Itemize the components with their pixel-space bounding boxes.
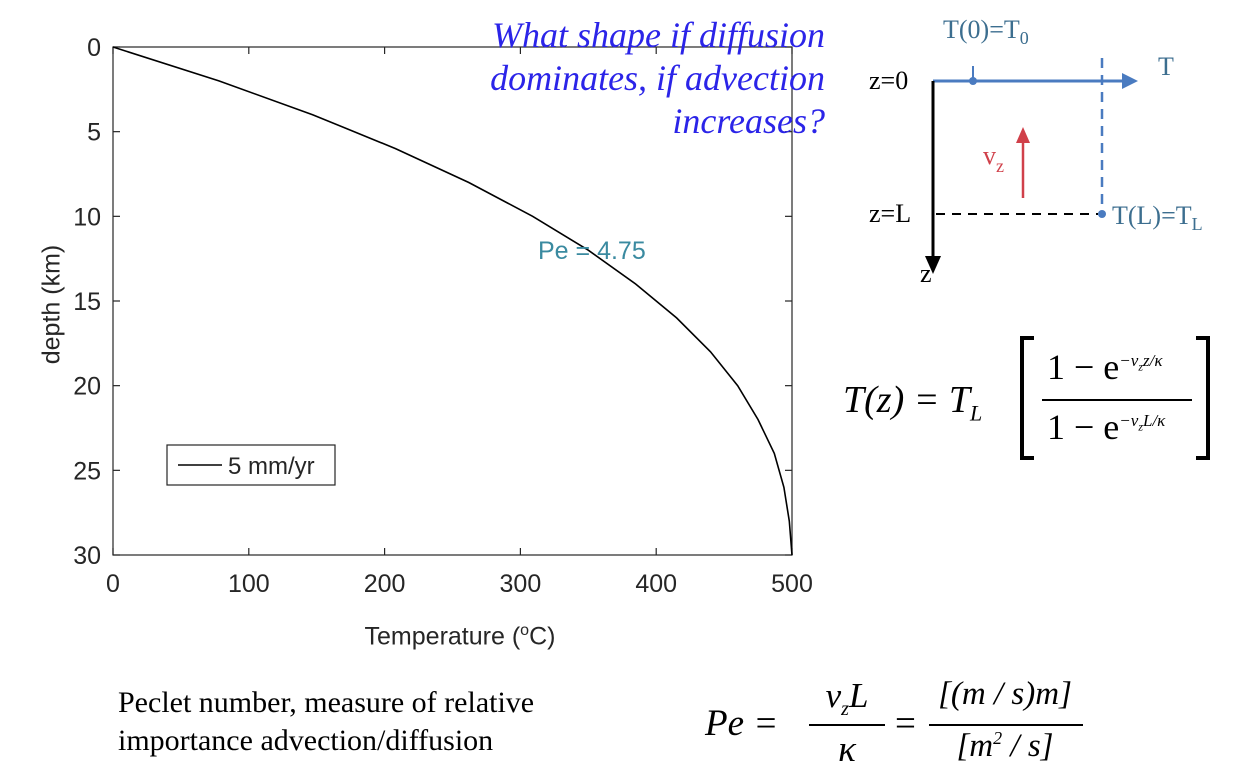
x-axis-label: Temperature (oC)	[330, 622, 590, 651]
x-axis-label-text: Temperature (	[364, 622, 521, 651]
x-tick-label: 200	[364, 570, 406, 598]
tl-label-main: T(L)=T	[1112, 201, 1192, 230]
y-tick-label: 0	[87, 34, 101, 62]
eq-num-exp-sub: z	[1138, 359, 1143, 374]
pe-frac2-num: [(m / s)m]	[938, 676, 1072, 712]
y-tick-label: 30	[73, 542, 101, 570]
x-tick-label: 0	[106, 570, 120, 598]
pe-frac2-bar	[929, 724, 1083, 726]
pe-frac1-num-v: v	[825, 676, 842, 715]
pe-frac1-num-sub: z	[841, 698, 849, 720]
eq-den-exp-tail: L/κ	[1142, 411, 1166, 430]
question-line-1: What shape if diffusion	[492, 15, 825, 55]
eq-brackets	[1020, 336, 1210, 460]
y-axis-label-text: depth (km)	[37, 244, 66, 365]
eq-den-exp-sub: z	[1138, 419, 1143, 434]
peclet-description-line-1: Peclet number, measure of relative	[118, 686, 535, 719]
question-text: What shape if diffusion dominates, if ad…	[405, 14, 825, 143]
plot-area: 0 100 200 300 400 500 0 5 10 15 20 25 30	[73, 34, 813, 598]
right-bracket	[1196, 336, 1210, 460]
left-bracket	[1020, 336, 1034, 460]
y-tick-label: 15	[73, 288, 101, 316]
eq-lhs-sub: L	[970, 400, 983, 426]
vz-label-sub: z	[996, 156, 1004, 176]
y-tick-label: 25	[73, 457, 101, 485]
temperature-equation: T(z) = TL 1 − e−vzz/κ 1 − e−vzL/κ	[843, 336, 1218, 462]
t-axis-label: T	[1158, 52, 1174, 81]
y-tick-label: 20	[73, 373, 101, 401]
pe-frac2-den-sup: 2	[993, 728, 1003, 748]
eq-num-text: 1 − e	[1047, 347, 1120, 387]
pe-annotation: Pe = 4.75	[538, 237, 646, 265]
eq-lhs: T(z) = TL	[843, 378, 982, 427]
t0-label-sub: 0	[1020, 28, 1029, 48]
temperature-depth-chart: 0 100 200 300 400 500 0 5 10 15 20 25 30 5 mm/yr Pe…	[73, 34, 813, 598]
pe-frac1-den: κ	[838, 729, 856, 770]
x-tick-label: 300	[500, 570, 542, 598]
eq-den-text: 1 − e	[1047, 407, 1120, 447]
pe-frac2-den: [m2 / s]	[925, 728, 1085, 765]
eq-den-exp: −vzL/κ	[1119, 411, 1166, 434]
pe-frac2-den-a: [m	[956, 728, 994, 764]
z-axis-arrowhead	[925, 256, 941, 274]
t0-label: T(0)=T0	[943, 15, 1029, 48]
eq-num-exp: −vzz/κ	[1119, 351, 1163, 374]
series-line-5mm	[112, 46, 793, 556]
x-tick-label: 400	[635, 570, 677, 598]
legend: 5 mm/yr	[166, 444, 336, 486]
t0-label-main: T(0)=T	[943, 15, 1020, 44]
question-line-2: dominates, if advection	[490, 58, 825, 98]
boundary-diagram: T(0)=T0 T z=0 z=L z vz T(L)=TL	[869, 15, 1203, 288]
eq-den-exp-a: −v	[1119, 411, 1139, 430]
eq-numerator: 1 − e−vzz/κ	[1047, 346, 1162, 388]
x-tick-label: 100	[228, 570, 270, 598]
x-axis-label-unit: C)	[529, 622, 556, 651]
tl-dot	[1098, 210, 1106, 218]
zl-label: z=L	[869, 199, 911, 228]
eq-num-exp-a: −v	[1119, 351, 1139, 370]
z-axis-label: z	[920, 259, 932, 288]
pe-frac2-den-b: / s]	[1002, 728, 1054, 764]
vz-label: vz	[983, 141, 1004, 176]
peclet-equation: Pe = vzL κ = [(m / s)m] [m2 / s]	[705, 676, 1105, 776]
y-tick-label: 10	[73, 203, 101, 231]
legend-label: 5 mm/yr	[228, 453, 315, 480]
peclet-description-line-2: importance advection/diffusion	[118, 724, 494, 757]
pe-lhs: Pe =	[705, 703, 779, 744]
z0-label: z=0	[869, 66, 908, 95]
vz-label-main: v	[983, 141, 996, 170]
y-axis-ticks: 0 5 10 15 20 25 30	[73, 34, 792, 570]
eq-num-exp-tail: z/κ	[1142, 351, 1163, 370]
pe-frac1-num: vzL	[807, 676, 887, 721]
pe-frac1-num-tail: L	[848, 676, 869, 715]
y-axis-label: depth (km)	[38, 205, 67, 405]
tl-label-sub: L	[1192, 214, 1203, 234]
pe-eq-sign: =	[895, 703, 916, 744]
peclet-description: Peclet number, measure of relative impor…	[118, 684, 678, 760]
vz-arrowhead	[1016, 127, 1030, 143]
tl-label: T(L)=TL	[1112, 201, 1203, 234]
eq-lhs-text: T(z) = T	[843, 379, 971, 421]
pe-frac1-bar	[809, 724, 885, 726]
x-axis-label-degree: o	[520, 622, 530, 639]
x-axis-ticks: 0 100 200 300 400 500	[106, 47, 813, 598]
eq-denominator: 1 − e−vzL/κ	[1047, 406, 1165, 448]
question-line-3: increases?	[672, 101, 825, 141]
x-tick-label: 500	[771, 570, 813, 598]
t0-dot	[969, 77, 977, 85]
t-axis-arrowhead	[1122, 73, 1138, 89]
y-tick-label: 5	[87, 119, 101, 147]
